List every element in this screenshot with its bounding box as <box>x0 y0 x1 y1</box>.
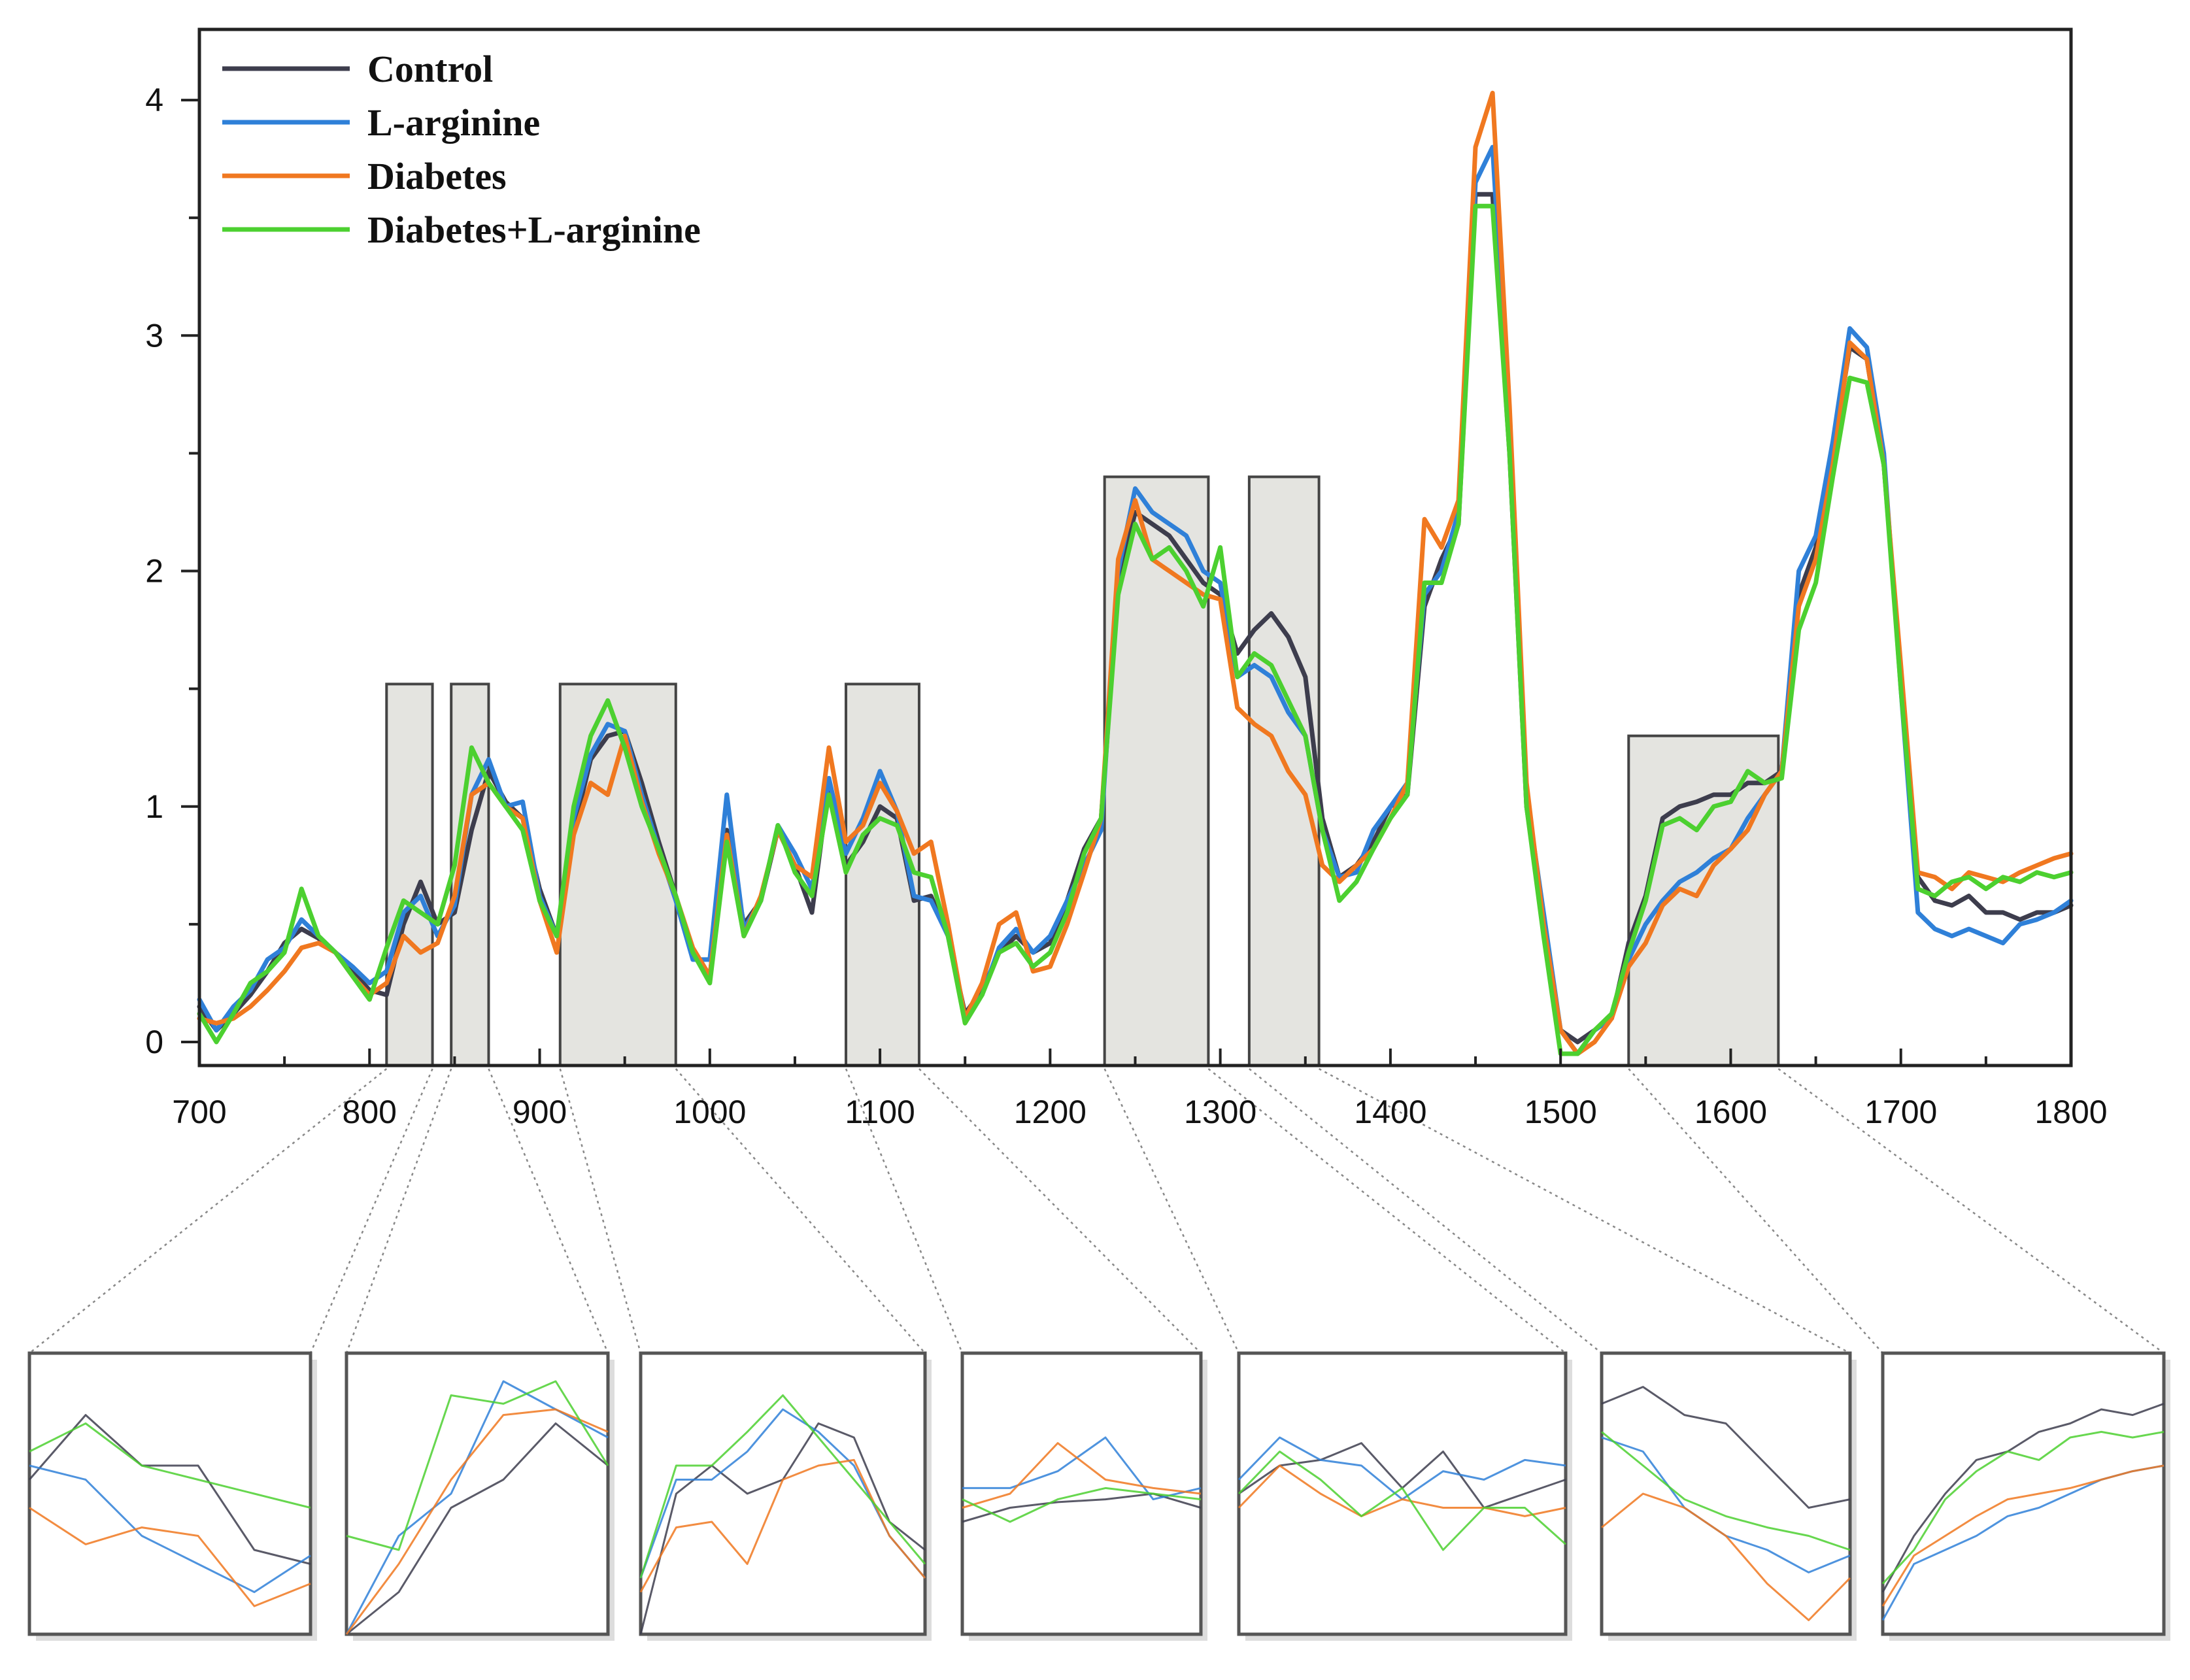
inset-series-line <box>1881 1402 2165 1593</box>
zoom-inset-1 <box>27 1351 317 1641</box>
zoom-connector-lines <box>29 1067 2165 1354</box>
zoom-connector-right <box>1207 1068 1566 1354</box>
x-tick-label: 700 <box>172 1094 226 1130</box>
inset-series-line <box>1881 1430 2165 1585</box>
inset-series-line <box>29 1464 311 1593</box>
highlight-region-7 <box>1627 734 1780 1067</box>
y-tick-label: 0 <box>145 1024 163 1060</box>
y-tick-label: 1 <box>145 788 163 825</box>
zoom-connector-left <box>345 1068 452 1354</box>
highlight-region-5 <box>1103 475 1210 1067</box>
zoom-insets <box>27 1351 2170 1641</box>
inset-series-line <box>962 1442 1202 1509</box>
x-tick-label: 1500 <box>1525 1094 1597 1130</box>
legend-label-3: Diabetes <box>367 155 507 197</box>
zoom-connector-right <box>1319 1067 1851 1354</box>
inset-series-line <box>346 1380 609 1551</box>
zoom-inset-4 <box>960 1351 1207 1641</box>
x-tick-label: 1300 <box>1184 1094 1256 1130</box>
inset-frame <box>1237 1351 1568 1636</box>
inset-series-line <box>1238 1464 1566 1517</box>
legend: Control L-arginine Diabetes Diabetes+L-argi… <box>222 48 701 251</box>
zoom-inset-6 <box>1600 1351 1857 1641</box>
highlight-region-3 <box>558 682 677 1067</box>
zoom-connector-left <box>845 1068 964 1354</box>
highlight-regions <box>385 475 1780 1067</box>
zoom-inset-7 <box>1881 1351 2170 1641</box>
zoom-connector-left <box>1103 1068 1240 1354</box>
highlight-region-1 <box>385 682 434 1067</box>
series-lines <box>197 90 2074 1056</box>
zoom-connector-right <box>1777 1067 2165 1354</box>
inset-series-line <box>1601 1431 1851 1551</box>
inset-series-line <box>962 1492 1202 1523</box>
highlight-region-6 <box>1247 475 1321 1067</box>
y-tick-label: 3 <box>145 317 163 354</box>
zoom-connector-left <box>1628 1068 1883 1354</box>
x-tick-label: 1800 <box>2034 1094 2107 1130</box>
inset-series-line <box>1881 1464 2165 1607</box>
x-tick-label: 1700 <box>1864 1094 1937 1130</box>
x-tick-label: 1100 <box>845 1094 915 1130</box>
inset-series-line <box>345 1408 609 1635</box>
inset-series-line <box>639 1394 926 1579</box>
inset-series-line <box>29 1507 311 1607</box>
inset-series-line <box>1601 1386 1851 1509</box>
inset-frame <box>1600 1351 1852 1636</box>
legend-label-4: Diabetes+L-arginine <box>367 209 701 251</box>
x-tick-label: 1400 <box>1354 1094 1426 1130</box>
y-axis: 0 1 2 3 4 <box>145 82 199 1060</box>
zoom-connector-right <box>918 1068 1202 1354</box>
inset-series-line <box>28 1414 311 1565</box>
inset-series-line <box>29 1422 311 1509</box>
zoom-inset-2 <box>345 1351 615 1641</box>
inset-series-line <box>346 1422 609 1636</box>
x-tick-label: 1000 <box>673 1094 746 1130</box>
inset-frame <box>1881 1351 2166 1636</box>
zoom-connector-right <box>675 1068 926 1354</box>
y-tick-label: 2 <box>145 553 163 590</box>
x-axis: 700 800 900 1000 1100 1200 1300 1400 1500 1600 170… <box>172 1049 2108 1130</box>
inset-series-line <box>962 1487 1202 1523</box>
inset-frame <box>27 1351 312 1636</box>
x-tick-label: 800 <box>343 1094 397 1130</box>
x-tick-label: 1200 <box>1014 1094 1087 1130</box>
zoom-inset-3 <box>639 1351 932 1641</box>
series-line-4 <box>197 203 2074 1056</box>
zoom-connector-right <box>488 1068 609 1354</box>
inset-series-line <box>639 1458 926 1593</box>
x-tick-label: 900 <box>513 1094 567 1130</box>
zoom-inset-5 <box>1237 1351 1572 1641</box>
inset-series-line <box>962 1436 1202 1501</box>
series-line-3 <box>197 90 2074 1056</box>
legend-label-2: L-arginine <box>367 101 540 144</box>
zoom-connector-left <box>559 1068 642 1354</box>
zoom-connector-left <box>29 1068 388 1354</box>
inset-series-line <box>1601 1492 1851 1621</box>
inset-series-line <box>1238 1451 1566 1551</box>
y-tick-label: 4 <box>145 82 163 118</box>
x-tick-label: 1600 <box>1694 1094 1767 1130</box>
legend-label-1: Control <box>367 48 493 90</box>
